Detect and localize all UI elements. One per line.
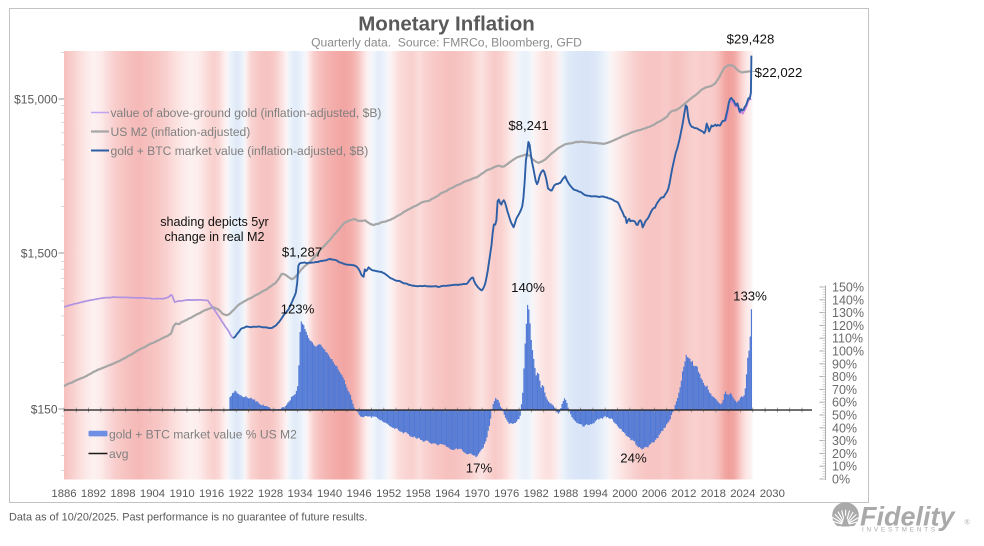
svg-text:$1,500: $1,500 — [21, 247, 58, 261]
svg-text:1982: 1982 — [524, 488, 549, 500]
svg-text:1892: 1892 — [81, 488, 106, 500]
svg-text:40%: 40% — [832, 421, 857, 435]
svg-text:Monetary Inflation: Monetary Inflation — [358, 13, 535, 36]
svg-text:US M2 (inflation-adjusted): US M2 (inflation-adjusted) — [111, 125, 251, 139]
svg-text:1904: 1904 — [140, 488, 165, 500]
svg-text:gold + BTC market value (infla: gold + BTC market value (inflation-adjus… — [111, 144, 369, 158]
svg-text:1964: 1964 — [435, 488, 460, 500]
svg-text:gold + BTC market value % US M: gold + BTC market value % US M2 — [109, 428, 297, 442]
svg-text:avg: avg — [109, 447, 129, 461]
svg-text:2018: 2018 — [701, 488, 726, 500]
svg-text:70%: 70% — [832, 383, 857, 397]
svg-text:1898: 1898 — [110, 488, 135, 500]
svg-text:140%: 140% — [511, 280, 545, 295]
svg-text:$29,428: $29,428 — [727, 32, 775, 47]
svg-text:1988: 1988 — [553, 488, 578, 500]
svg-text:20%: 20% — [832, 447, 857, 461]
svg-text:1916: 1916 — [199, 488, 224, 500]
svg-text:150%: 150% — [832, 281, 864, 295]
svg-text:2000: 2000 — [612, 488, 637, 500]
svg-text:60%: 60% — [832, 396, 857, 410]
svg-text:2024: 2024 — [730, 488, 755, 500]
svg-text:1910: 1910 — [170, 488, 195, 500]
svg-text:Fidelity: Fidelity — [860, 502, 956, 532]
svg-text:123%: 123% — [281, 302, 315, 317]
svg-text:2006: 2006 — [642, 488, 667, 500]
svg-text:INVESTMENTS: INVESTMENTS — [862, 527, 938, 534]
svg-text:1970: 1970 — [465, 488, 490, 500]
svg-text:1994: 1994 — [583, 488, 608, 500]
svg-text:$15,000: $15,000 — [14, 93, 58, 107]
svg-text:140%: 140% — [832, 293, 864, 307]
svg-text:Quarterly data. Source: FMRCo: Quarterly data. Source: FMRCo, Bloomberg… — [311, 36, 582, 50]
svg-text:120%: 120% — [832, 319, 864, 333]
svg-text:10%: 10% — [832, 460, 857, 474]
svg-text:$150: $150 — [31, 403, 58, 417]
svg-text:1946: 1946 — [347, 488, 372, 500]
svg-text:2012: 2012 — [671, 488, 696, 500]
svg-text:90%: 90% — [832, 357, 857, 371]
svg-text:80%: 80% — [832, 370, 857, 384]
svg-text:$1,287: $1,287 — [282, 245, 322, 260]
svg-text:$22,022: $22,022 — [755, 65, 803, 80]
svg-text:change in real M2: change in real M2 — [164, 230, 264, 244]
svg-text:1976: 1976 — [494, 488, 519, 500]
svg-text:shading depicts 5yr: shading depicts 5yr — [160, 215, 269, 229]
svg-text:1958: 1958 — [406, 488, 431, 500]
svg-text:100%: 100% — [832, 345, 864, 359]
svg-text:1922: 1922 — [229, 488, 254, 500]
svg-text:value of above-ground gold (in: value of above-ground gold (inflation-ad… — [111, 106, 382, 120]
svg-text:110%: 110% — [832, 332, 863, 346]
svg-text:1934: 1934 — [288, 488, 313, 500]
svg-text:$8,241: $8,241 — [508, 118, 548, 133]
svg-text:17%: 17% — [466, 461, 493, 476]
svg-text:50%: 50% — [832, 409, 857, 423]
svg-text:2030: 2030 — [760, 488, 785, 500]
svg-text:30%: 30% — [832, 434, 857, 448]
svg-text:0%: 0% — [832, 473, 850, 487]
svg-text:24%: 24% — [620, 451, 647, 466]
svg-text:1940: 1940 — [317, 488, 342, 500]
svg-text:Data as of 10/20/2025. Past pe: Data as of 10/20/2025. Past performance … — [9, 512, 367, 524]
svg-text:1928: 1928 — [258, 488, 283, 500]
svg-text:1952: 1952 — [376, 488, 401, 500]
svg-text:1886: 1886 — [51, 488, 76, 500]
svg-text:®: ® — [965, 519, 971, 527]
svg-text:130%: 130% — [832, 306, 864, 320]
svg-text:133%: 133% — [733, 289, 767, 304]
